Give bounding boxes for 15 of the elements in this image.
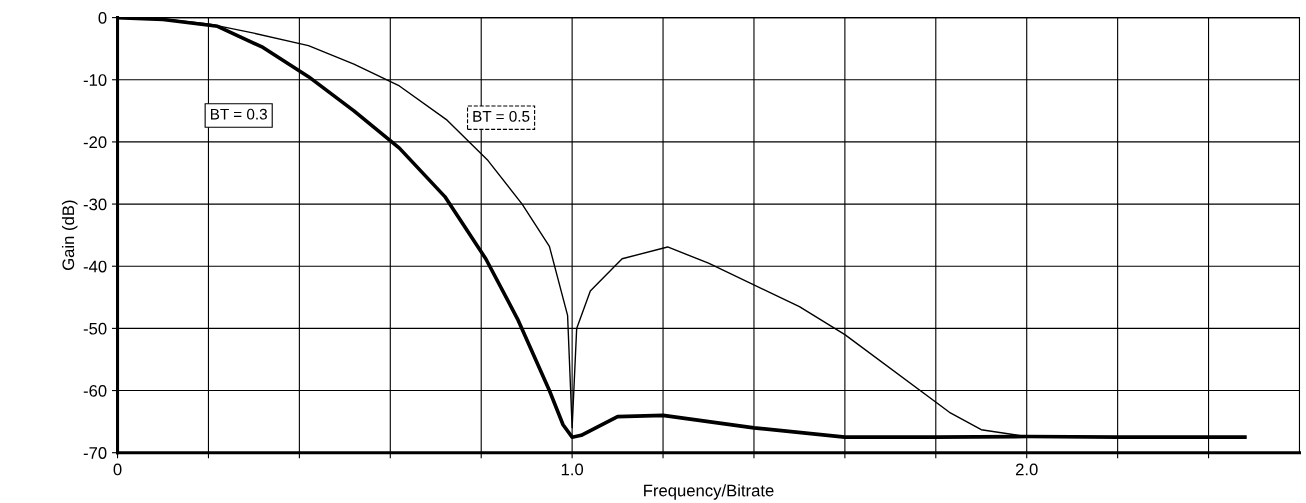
x-tick-label: 2.0	[1015, 463, 1038, 476]
y-tick-label: 0	[98, 12, 107, 24]
y-tick-label: -60	[83, 384, 107, 397]
y-tick-label: -30	[83, 198, 107, 211]
y-tick-label: -20	[83, 136, 107, 149]
y-tick-label: -50	[83, 322, 107, 335]
x-axis-title: Frequency/Bitrate	[644, 484, 774, 500]
y-tick-label: -40	[83, 260, 107, 273]
x-tick-label: 1.0	[561, 463, 584, 476]
y-axis-title: Gain (dB)	[61, 200, 78, 270]
y-tick-label: -10	[83, 74, 107, 86]
text: BT = 0.3	[210, 108, 267, 120]
x-tick-label: 0	[113, 463, 122, 476]
series-label: BT = 0.5	[473, 110, 530, 122]
y-tick-label: -70	[83, 447, 107, 459]
